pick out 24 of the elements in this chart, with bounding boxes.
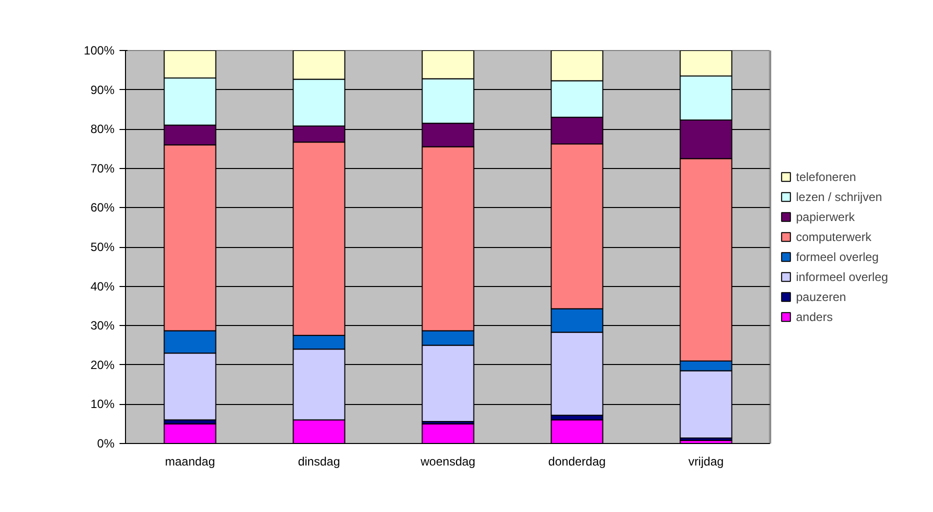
y-tick-label: 40% [90,279,115,294]
y-tick-label: 70% [90,161,115,176]
y-tick-label: 80% [90,122,115,136]
x-tick-label: woensdag [420,454,476,468]
x-tick-label: maandag [164,454,216,468]
legend-label: papierwerk [796,210,855,224]
legend-label: informeel overleg [796,270,888,284]
y-tick-label: 90% [90,82,115,97]
legend-label: telefoneren [796,170,856,184]
x-tick-label: dinsdag [298,454,340,468]
y-tick-label: 30% [90,318,115,333]
legend-label: pauzeren [796,290,846,304]
y-tick-label: 60% [90,200,115,215]
y-tick-label: 100% [84,44,115,58]
x-tick-label: donderdag [548,454,606,468]
legend-label: lezen / schrijven [796,190,882,204]
legend-label: computerwerk [796,230,872,244]
x-tick-label: vrijdag [688,454,724,468]
legend-label: formeel overleg [796,250,879,264]
y-tick-label: 50% [90,240,115,254]
legend-label: anders [796,310,833,324]
y-tick-label: 0% [97,436,115,450]
y-tick-label: 20% [90,358,115,372]
y-tick-label: 10% [90,397,115,412]
